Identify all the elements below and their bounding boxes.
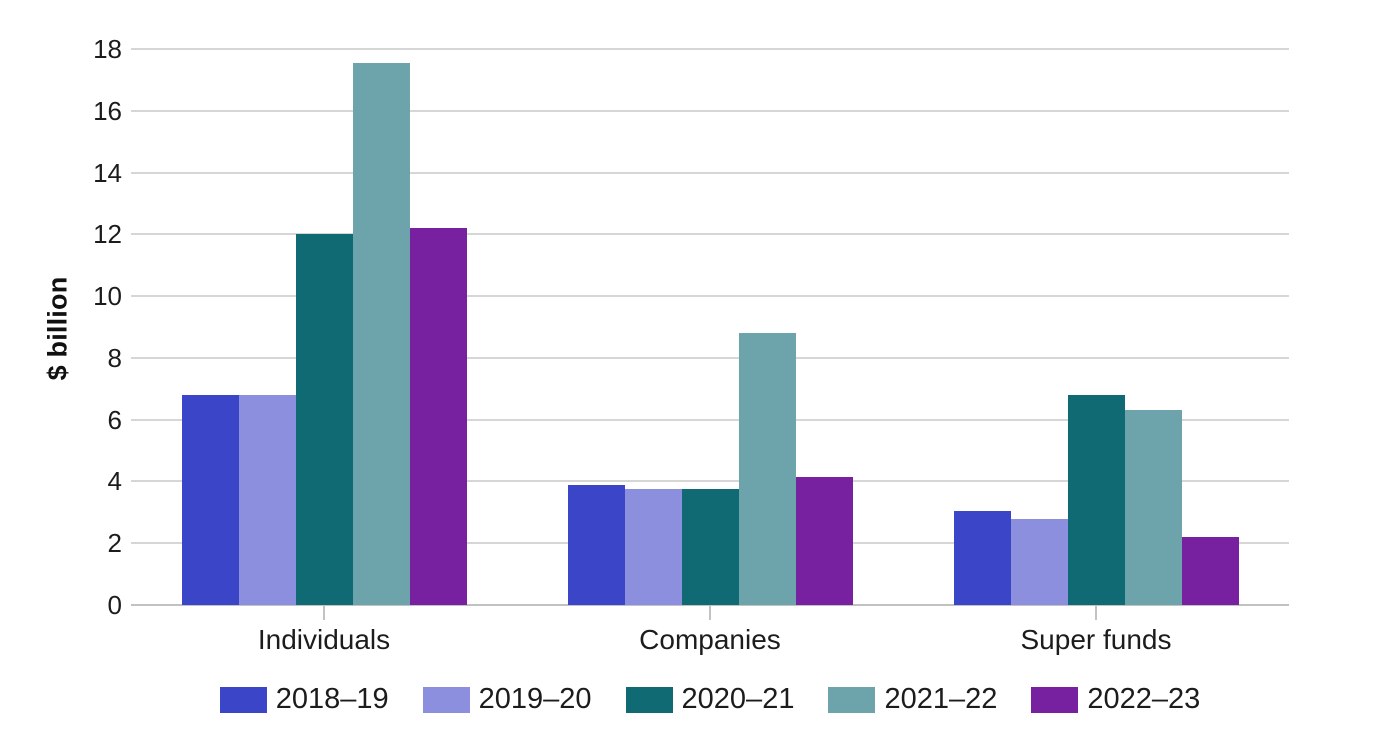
- legend-label: 2019–20: [478, 683, 592, 715]
- legend-item: 2019–20: [422, 683, 592, 716]
- bar: [409, 228, 467, 605]
- bar: [1067, 394, 1125, 605]
- legend-item: 2022–23: [1031, 683, 1200, 716]
- legend-swatch: [422, 686, 470, 713]
- y-axis-title: $ billion: [42, 276, 73, 381]
- legend-label: 2020–21: [681, 683, 795, 715]
- gridline: [131, 171, 1289, 174]
- legend-swatch: [219, 686, 267, 713]
- legend-swatch: [828, 686, 876, 713]
- y-tick-label: 8: [107, 342, 122, 373]
- bar: [181, 394, 239, 605]
- x-axis-tick: [323, 605, 325, 620]
- gridline: [131, 295, 1289, 298]
- legend-swatch: [625, 686, 673, 713]
- x-axis-tick: [709, 605, 711, 620]
- legend-swatch: [1031, 686, 1079, 713]
- y-tick-label: 14: [93, 157, 122, 188]
- bar: [795, 476, 853, 605]
- y-tick-label: 2: [107, 528, 122, 559]
- x-axis-tick: [1095, 605, 1097, 620]
- gridline: [131, 233, 1289, 236]
- x-category-label: Super funds: [1020, 624, 1172, 655]
- x-category-label: Companies: [639, 624, 781, 655]
- y-tick-label: 12: [93, 219, 122, 250]
- legend: 2018–19 2019–20 2020–21 2021–22 2022–23: [131, 683, 1289, 716]
- bar: [738, 333, 796, 605]
- y-tick-label: 0: [107, 590, 122, 620]
- gridline: [131, 109, 1289, 112]
- bar: [953, 510, 1011, 605]
- y-tick-label: 10: [93, 281, 122, 312]
- bar: [681, 489, 739, 605]
- y-tick-label: 18: [93, 34, 122, 64]
- bar: [352, 62, 410, 605]
- bar: [567, 484, 625, 605]
- y-tick-label: 4: [107, 466, 122, 497]
- legend-label: 2018–19: [275, 683, 389, 715]
- bar: [238, 394, 296, 605]
- legend-label: 2022–23: [1087, 683, 1201, 715]
- legend-item: 2021–22: [828, 683, 997, 716]
- y-tick-label: 16: [93, 95, 122, 126]
- bar: [1181, 537, 1239, 605]
- x-category-label: Individuals: [257, 624, 391, 655]
- y-tick-label: 6: [107, 404, 122, 435]
- bar: [295, 234, 353, 605]
- legend-item: 2020–21: [625, 683, 795, 716]
- bar: [1010, 518, 1068, 605]
- bar: [624, 489, 682, 605]
- legend-label: 2021–22: [884, 683, 998, 715]
- legend-item: 2018–19: [219, 683, 389, 716]
- bar: [1124, 410, 1182, 605]
- gridline: [131, 480, 1289, 483]
- gridline: [131, 48, 1289, 50]
- gridline: [131, 356, 1289, 359]
- gridline: [131, 418, 1289, 421]
